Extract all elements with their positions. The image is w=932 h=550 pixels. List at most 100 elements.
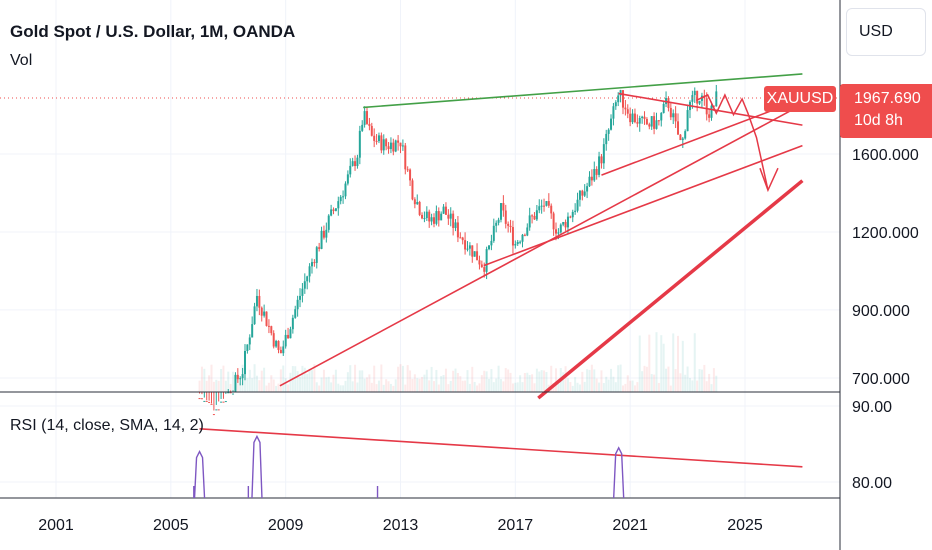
volume-bar — [449, 380, 452, 392]
candle-body — [454, 222, 457, 228]
volume-bar — [437, 384, 440, 392]
volume-bar — [442, 375, 445, 392]
candle-body — [466, 248, 469, 250]
volume-bar — [619, 364, 622, 392]
candle-body — [492, 225, 495, 241]
candle-body — [547, 201, 550, 206]
candle-body — [691, 95, 694, 102]
currency-button[interactable]: USD — [846, 8, 926, 56]
volume-bar — [495, 378, 498, 392]
candle-body — [351, 161, 354, 166]
candle-body — [447, 214, 450, 219]
candle-body — [488, 245, 491, 250]
volume-bar — [229, 384, 232, 392]
candle-body — [248, 337, 251, 345]
candle-body — [272, 333, 275, 347]
volume-bar — [488, 378, 491, 392]
volume-bar — [468, 383, 471, 392]
volume-bar — [543, 370, 546, 392]
volume-bar — [366, 377, 369, 392]
candle-body — [222, 401, 225, 403]
trendline — [618, 92, 803, 126]
volume-bar — [626, 375, 629, 392]
volume-bar — [224, 380, 227, 392]
volume-bar — [232, 371, 235, 392]
volume-bar — [624, 383, 627, 392]
candle-body — [299, 295, 302, 300]
projection-path — [695, 93, 769, 191]
candle-body — [294, 309, 297, 318]
volume-bar — [703, 364, 706, 392]
candle-body — [468, 245, 471, 249]
candle-body — [425, 211, 428, 219]
candle-body — [684, 131, 687, 139]
candle-body — [619, 90, 622, 96]
candle-body — [679, 134, 682, 141]
volume-bar — [698, 369, 701, 392]
last-price: 1967.690 — [854, 90, 921, 107]
candle-body — [330, 209, 333, 216]
candle-body — [339, 196, 342, 202]
volume-bar — [672, 333, 675, 392]
volume-bar — [332, 374, 335, 392]
volume-bar — [258, 380, 261, 392]
candle-body — [504, 210, 507, 224]
candle-body — [375, 140, 378, 142]
volume-bar — [416, 378, 419, 392]
volume-bar — [569, 382, 572, 392]
volume-bar — [586, 369, 589, 392]
candle-body — [657, 120, 660, 122]
candle-body — [315, 247, 318, 263]
candle-body — [327, 215, 330, 230]
candle-body — [421, 214, 424, 219]
volume-bar — [392, 385, 395, 392]
candle-body — [509, 225, 512, 228]
candle-body — [377, 135, 380, 142]
volume-bar — [287, 384, 290, 392]
candle-body — [253, 306, 256, 325]
volume-bar — [318, 385, 321, 392]
candle-body — [432, 217, 435, 224]
volume-bar — [375, 384, 378, 392]
rsi-spike — [612, 446, 625, 499]
candlestick-series — [198, 84, 718, 416]
candle-body — [698, 100, 701, 104]
volume-bar — [677, 335, 680, 392]
volume-bar — [461, 380, 464, 392]
volume-bar — [330, 382, 333, 392]
candle-body — [681, 138, 684, 141]
candle-body — [543, 205, 546, 207]
candle-body — [322, 230, 325, 238]
volume-bar — [421, 376, 424, 392]
candle-body — [444, 206, 447, 215]
volume-bar — [650, 374, 653, 392]
volume-bar — [638, 335, 641, 392]
volume-bar — [409, 370, 412, 392]
volume-bar — [610, 368, 613, 392]
candle-body — [581, 190, 584, 196]
volume-bar — [361, 370, 364, 392]
candle-body — [564, 221, 567, 228]
candle-body — [380, 135, 383, 151]
volume-bar — [636, 382, 639, 392]
volume-bar — [557, 383, 560, 392]
volume-bar — [588, 369, 591, 392]
rsi-trendline — [199, 428, 803, 468]
candle-body — [660, 112, 663, 121]
candle-body — [569, 216, 572, 218]
candle-body — [629, 113, 632, 123]
candle-body — [243, 350, 246, 375]
volume-bar — [504, 368, 507, 392]
volume-bar — [598, 382, 601, 392]
volume-bar — [641, 371, 644, 392]
volume-bar — [710, 384, 713, 392]
volume-bar — [284, 378, 287, 392]
candle-body — [224, 401, 227, 403]
volume-bar — [509, 372, 512, 392]
candle-body — [485, 249, 488, 272]
candle-body — [595, 169, 598, 175]
candle-body — [655, 120, 658, 129]
volume-bar — [535, 368, 538, 392]
candle-body — [621, 90, 624, 108]
